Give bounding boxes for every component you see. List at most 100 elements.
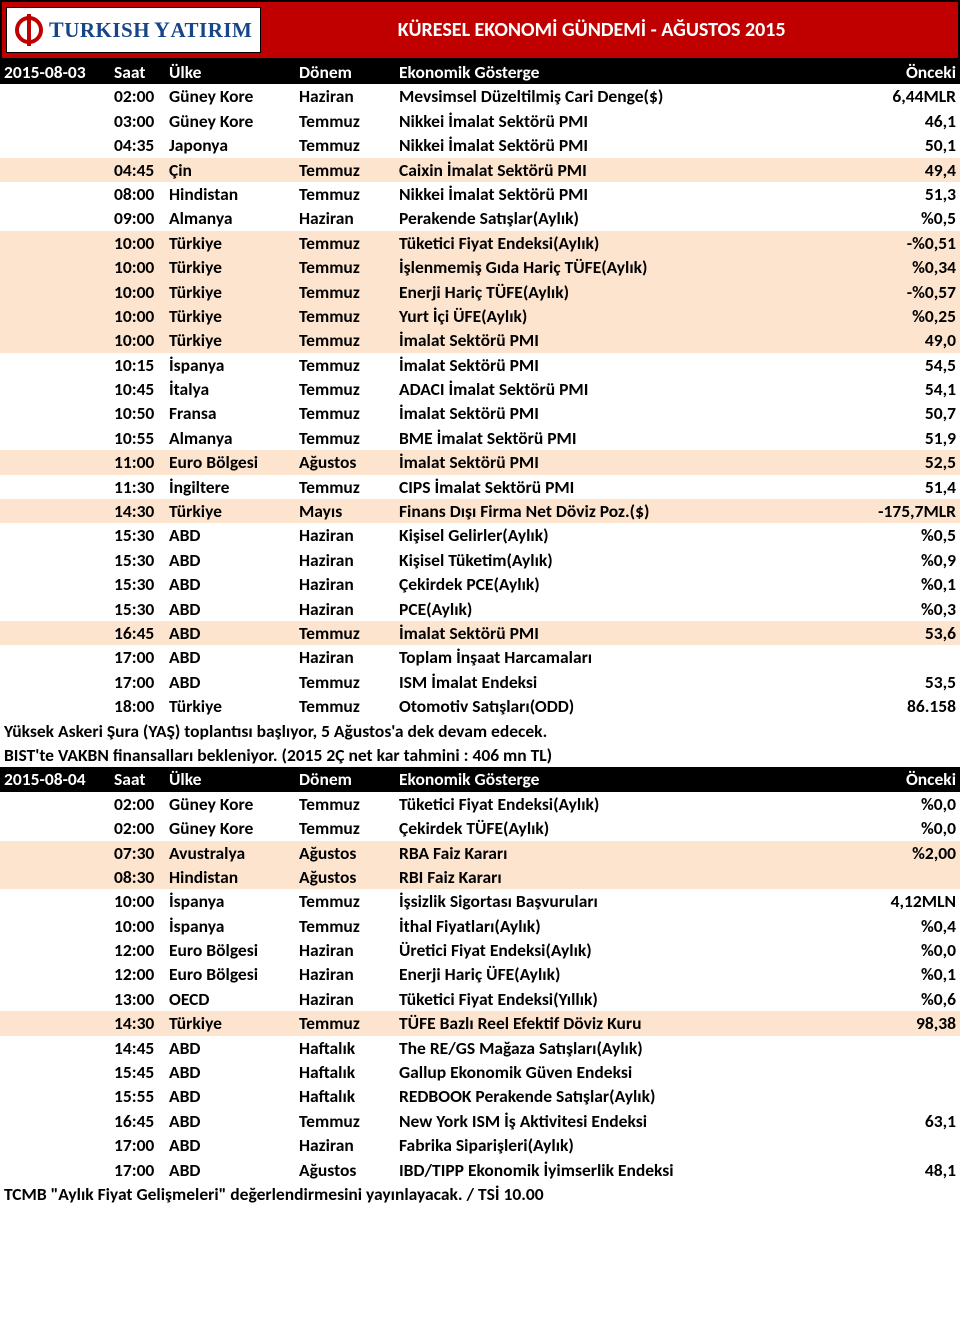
cell-date bbox=[0, 1158, 110, 1182]
cell-period: Ağustos bbox=[295, 1158, 395, 1182]
cell-indicator: Mevsimsel Düzeltilmiş Cari Denge($) bbox=[395, 84, 850, 108]
table-row: 10:50FransaTemmuzİmalat Sektörü PMI50,7 bbox=[0, 401, 960, 425]
cell-country: ABD bbox=[165, 621, 295, 645]
cell-value: 49,4 bbox=[850, 158, 960, 182]
cell-time: 03:00 bbox=[110, 109, 165, 133]
table-row: 10:55AlmanyaTemmuzBME İmalat Sektörü PMI… bbox=[0, 426, 960, 450]
cell-value: %0,0 bbox=[850, 816, 960, 840]
col-country: Ülke bbox=[165, 60, 295, 84]
cell-time: 10:00 bbox=[110, 328, 165, 352]
cell-indicator: RBA Faiz Kararı bbox=[395, 841, 850, 865]
cell-period: Temmuz bbox=[295, 280, 395, 304]
cell-country: ABD bbox=[165, 1133, 295, 1157]
cell-country: Güney Kore bbox=[165, 792, 295, 816]
table-row: 12:00Euro BölgesiHaziranEnerji Hariç ÜFE… bbox=[0, 962, 960, 986]
cell-date bbox=[0, 158, 110, 182]
cell-time: 11:00 bbox=[110, 450, 165, 474]
cell-country: Türkiye bbox=[165, 694, 295, 718]
cell-date bbox=[0, 914, 110, 938]
col-value: Önceki bbox=[850, 60, 960, 84]
cell-time: 17:00 bbox=[110, 645, 165, 669]
cell-indicator: Perakende Satışlar(Aylık) bbox=[395, 206, 850, 230]
cell-period: Temmuz bbox=[295, 670, 395, 694]
cell-time: 10:00 bbox=[110, 231, 165, 255]
cell-time: 02:00 bbox=[110, 84, 165, 108]
table-row: 15:55ABDHaftalıkREDBOOK Perakende Satışl… bbox=[0, 1084, 960, 1108]
page-title: KÜRESEL EKONOMİ GÜNDEMİ - AĞUSTOS 2015 bbox=[265, 18, 958, 42]
cell-country: Euro Bölgesi bbox=[165, 450, 295, 474]
cell-period: Temmuz bbox=[295, 231, 395, 255]
cell-period: Temmuz bbox=[295, 328, 395, 352]
table-row: 08:00HindistanTemmuzNikkei İmalat Sektör… bbox=[0, 182, 960, 206]
cell-date bbox=[0, 84, 110, 108]
cell-indicator: İmalat Sektörü PMI bbox=[395, 328, 850, 352]
cell-value: 53,5 bbox=[850, 670, 960, 694]
cell-indicator: Tüketici Fiyat Endeksi(Aylık) bbox=[395, 792, 850, 816]
cell-indicator: Nikkei İmalat Sektörü PMI bbox=[395, 182, 850, 206]
col-time: Saat bbox=[110, 60, 165, 84]
cell-date bbox=[0, 133, 110, 157]
cell-country: Fransa bbox=[165, 401, 295, 425]
cell-date bbox=[0, 962, 110, 986]
cell-time: 11:30 bbox=[110, 475, 165, 499]
cell-country: İspanya bbox=[165, 914, 295, 938]
cell-time: 17:00 bbox=[110, 1133, 165, 1157]
cell-time: 02:00 bbox=[110, 792, 165, 816]
cell-period: Mayıs bbox=[295, 499, 395, 523]
cell-period: Haziran bbox=[295, 1133, 395, 1157]
cell-date bbox=[0, 792, 110, 816]
cell-time: 10:55 bbox=[110, 426, 165, 450]
table-row: 15:45ABDHaftalıkGallup Ekonomik Güven En… bbox=[0, 1060, 960, 1084]
cell-period: Temmuz bbox=[295, 792, 395, 816]
cell-date bbox=[0, 353, 110, 377]
table-row: 15:30ABDHaziranKişisel Tüketim(Aylık)%0,… bbox=[0, 548, 960, 572]
cell-date bbox=[0, 694, 110, 718]
cell-country: Almanya bbox=[165, 206, 295, 230]
cell-indicator: New York ISM İş Aktivitesi Endeksi bbox=[395, 1109, 850, 1133]
cell-indicator: Finans Dışı Firma Net Döviz Poz.($) bbox=[395, 499, 850, 523]
cell-value: %0,34 bbox=[850, 255, 960, 279]
cell-value: 51,9 bbox=[850, 426, 960, 450]
table-row: 15:30ABDHaziranPCE(Aylık)%0,3 bbox=[0, 597, 960, 621]
cell-period: Ağustos bbox=[295, 841, 395, 865]
cell-time: 08:30 bbox=[110, 865, 165, 889]
cell-time: 08:00 bbox=[110, 182, 165, 206]
table-row: 14:45ABDHaftalıkThe RE/GS Mağaza Satışla… bbox=[0, 1036, 960, 1060]
cell-indicator: İthal Fiyatları(Aylık) bbox=[395, 914, 850, 938]
cell-date bbox=[0, 938, 110, 962]
cell-country: Türkiye bbox=[165, 231, 295, 255]
cell-country: Hindistan bbox=[165, 182, 295, 206]
cell-value: 50,1 bbox=[850, 133, 960, 157]
cell-country: Euro Bölgesi bbox=[165, 962, 295, 986]
table-row: 02:00Güney KoreTemmuzTüketici Fiyat Ende… bbox=[0, 792, 960, 816]
cell-date bbox=[0, 548, 110, 572]
cell-time: 14:30 bbox=[110, 499, 165, 523]
cell-time: 13:00 bbox=[110, 987, 165, 1011]
note-row: BIST'te VAKBN finansalları bekleniyor. (… bbox=[0, 743, 960, 767]
cell-indicator: Kişisel Gelirler(Aylık) bbox=[395, 523, 850, 547]
cell-time: 17:00 bbox=[110, 670, 165, 694]
cell-time: 15:30 bbox=[110, 548, 165, 572]
cell-date bbox=[0, 621, 110, 645]
table-row: 10:00TürkiyeTemmuzTüketici Fiyat Endeksi… bbox=[0, 231, 960, 255]
cell-period: Haftalık bbox=[295, 1036, 395, 1060]
cell-indicator: Otomotiv Satışları(ODD) bbox=[395, 694, 850, 718]
cell-country: İspanya bbox=[165, 353, 295, 377]
cell-period: Temmuz bbox=[295, 426, 395, 450]
cell-country: ABD bbox=[165, 597, 295, 621]
table-row: 10:00TürkiyeTemmuzİmalat Sektörü PMI49,0 bbox=[0, 328, 960, 352]
cell-value: 4,12MLN bbox=[850, 889, 960, 913]
cell-indicator: RBI Faiz Kararı bbox=[395, 865, 850, 889]
cell-date bbox=[0, 645, 110, 669]
table-row: 04:45ÇinTemmuzCaixin İmalat Sektörü PMI4… bbox=[0, 158, 960, 182]
cell-value: 52,5 bbox=[850, 450, 960, 474]
cell-time: 14:45 bbox=[110, 1036, 165, 1060]
cell-period: Temmuz bbox=[295, 158, 395, 182]
cell-period: Temmuz bbox=[295, 109, 395, 133]
cell-indicator: ADACI İmalat Sektörü PMI bbox=[395, 377, 850, 401]
cell-value: %0,25 bbox=[850, 304, 960, 328]
cell-country: OECD bbox=[165, 987, 295, 1011]
cell-value: %0,1 bbox=[850, 962, 960, 986]
cell-country: Hindistan bbox=[165, 865, 295, 889]
cell-value: 49,0 bbox=[850, 328, 960, 352]
